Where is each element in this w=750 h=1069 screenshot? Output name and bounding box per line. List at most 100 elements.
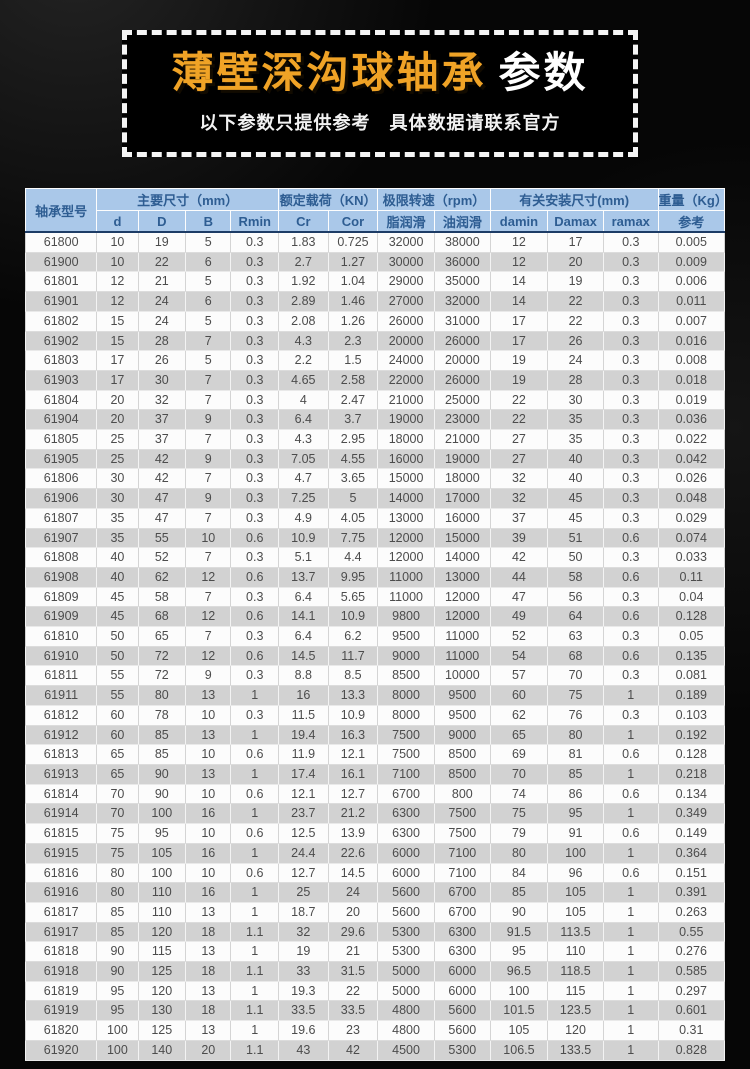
cell-value: 5: [327, 488, 379, 509]
cell-value: 0.6: [603, 744, 659, 765]
cell-model: 61912: [24, 725, 98, 746]
cell-value: 80: [96, 882, 139, 903]
cell-value: 64: [547, 606, 604, 628]
cell-value: 1: [230, 685, 280, 706]
cell-value: 42: [327, 1040, 379, 1061]
cell-value: 1: [603, 725, 659, 746]
cell-value: 0.3: [230, 370, 280, 391]
cell-value: 8000: [377, 705, 435, 726]
cell-value: 14.5: [327, 863, 379, 884]
cell-value: 0.3: [230, 271, 280, 293]
cell-value: 0.3: [603, 370, 659, 391]
cell-model: 61901: [24, 291, 98, 312]
cell-value: 4.55: [327, 449, 379, 470]
cell-value: 7: [185, 626, 232, 647]
cell-value: 4800: [377, 1020, 435, 1041]
cell-value: 0.6: [603, 823, 659, 844]
cell-model: 61920: [24, 1040, 98, 1061]
cell-value: 22000: [377, 370, 435, 391]
cell-value: 5.65: [327, 587, 379, 608]
cell-value: 18: [185, 1000, 232, 1022]
cell-value: 0.3: [603, 488, 659, 509]
cell-value: 47: [137, 508, 187, 529]
cell-value: 100: [547, 843, 604, 864]
cell-value: 68: [547, 646, 604, 667]
cell-value: 10: [185, 784, 232, 805]
cell-value: 12: [96, 291, 139, 312]
table-row: 61909 45 68 12 0.6 14.1 10.9 9800 12000 49 64 0.6 0.…: [24, 606, 726, 628]
cell-value: 51: [547, 528, 604, 549]
cell-value: 27: [489, 429, 549, 450]
table-header-sub-row: d D B Rmin Cr Cor 脂润滑 油润滑 damin Damax ramax 参考: [26, 210, 726, 233]
cell-value: 1: [603, 1000, 659, 1022]
table-row: 61808 40 52 7 0.3 5.1 4.4 12000 14000 42 50 0.3 0.03…: [24, 547, 726, 568]
cell-value: 6000: [433, 961, 491, 982]
cell-value: 0.6: [230, 646, 280, 667]
cell-value: 22: [547, 311, 604, 332]
cell-value: 12000: [433, 606, 491, 628]
cell-value: 15000: [433, 528, 491, 549]
cell-value: 72: [137, 646, 187, 667]
cell-value: 0.6: [603, 646, 659, 667]
cell-value: 13: [185, 902, 232, 923]
cell-value: 26: [137, 350, 187, 371]
cell-value: 5: [185, 311, 232, 332]
cell-value: 12: [185, 646, 232, 667]
cell-model: 61816: [24, 863, 98, 884]
cell-value: 24: [327, 882, 379, 903]
page-title: 薄壁深沟球轴承 参数: [171, 52, 588, 94]
cell-value: 96.5: [489, 961, 549, 982]
cell-value: 0.009: [657, 252, 726, 273]
cell-value: 5300: [433, 1040, 491, 1061]
cell-value: 1: [230, 1020, 280, 1041]
cell-value: 42: [489, 547, 549, 568]
cell-value: 1: [603, 803, 659, 825]
cell-value: 125: [137, 961, 187, 982]
table-row: 61911 55 80 13 1 16 13.3 8000 9500 60 75 1 0.189: [24, 685, 726, 706]
cell-value: 35: [96, 508, 139, 529]
cell-value: 72: [137, 665, 187, 687]
cell-value: 24: [547, 350, 604, 371]
cell-value: 18: [185, 922, 232, 943]
cell-value: 55: [96, 665, 139, 687]
cell-value: 8000: [377, 685, 435, 706]
col-subheader: Rmin: [230, 210, 280, 233]
cell-value: 7.05: [278, 449, 329, 470]
cell-value: 60: [96, 705, 139, 726]
cell-value: 50: [96, 646, 139, 667]
cell-value: 5.1: [278, 547, 329, 568]
cell-value: 0.585: [657, 961, 726, 982]
cell-value: 17: [96, 350, 139, 371]
cell-model: 61916: [24, 882, 98, 903]
cell-value: 0.364: [657, 843, 726, 864]
cell-value: 86: [547, 784, 604, 805]
cell-value: 1.1: [230, 922, 280, 943]
cell-value: 0.189: [657, 685, 726, 706]
cell-model: 61913: [24, 764, 98, 785]
col-subheader: B: [185, 210, 232, 233]
cell-value: 45: [547, 508, 604, 529]
cell-value: 1: [230, 882, 280, 903]
cell-value: 10.9: [327, 606, 379, 628]
cell-value: 3.65: [327, 468, 379, 490]
cell-value: 6700: [433, 902, 491, 923]
page-title-suffix: 参数: [498, 49, 589, 96]
cell-value: 26000: [377, 311, 435, 332]
cell-model: 61904: [24, 409, 98, 431]
cell-value: 0.3: [230, 230, 280, 253]
cell-value: 0.022: [657, 429, 726, 450]
cell-value: 52: [489, 626, 549, 647]
cell-value: 0.6: [230, 528, 280, 549]
table-row: 61802 15 24 5 0.3 2.08 1.26 26000 31000 17 22 0.3 0.…: [24, 311, 726, 332]
cell-value: 91.5: [489, 922, 549, 943]
cell-value: 118.5: [547, 961, 604, 982]
cell-value: 1.27: [327, 252, 379, 273]
cell-value: 8.5: [327, 665, 379, 687]
cell-value: 25: [96, 429, 139, 450]
cell-value: 4.05: [327, 508, 379, 529]
cell-value: 9: [185, 665, 232, 687]
cell-value: 35: [547, 409, 604, 431]
table-row: 61813 65 85 10 0.6 11.9 12.1 7500 8500 69 81 0.6 0.1…: [24, 744, 726, 765]
cell-value: 20: [327, 902, 379, 923]
cell-value: 6000: [433, 981, 491, 1002]
